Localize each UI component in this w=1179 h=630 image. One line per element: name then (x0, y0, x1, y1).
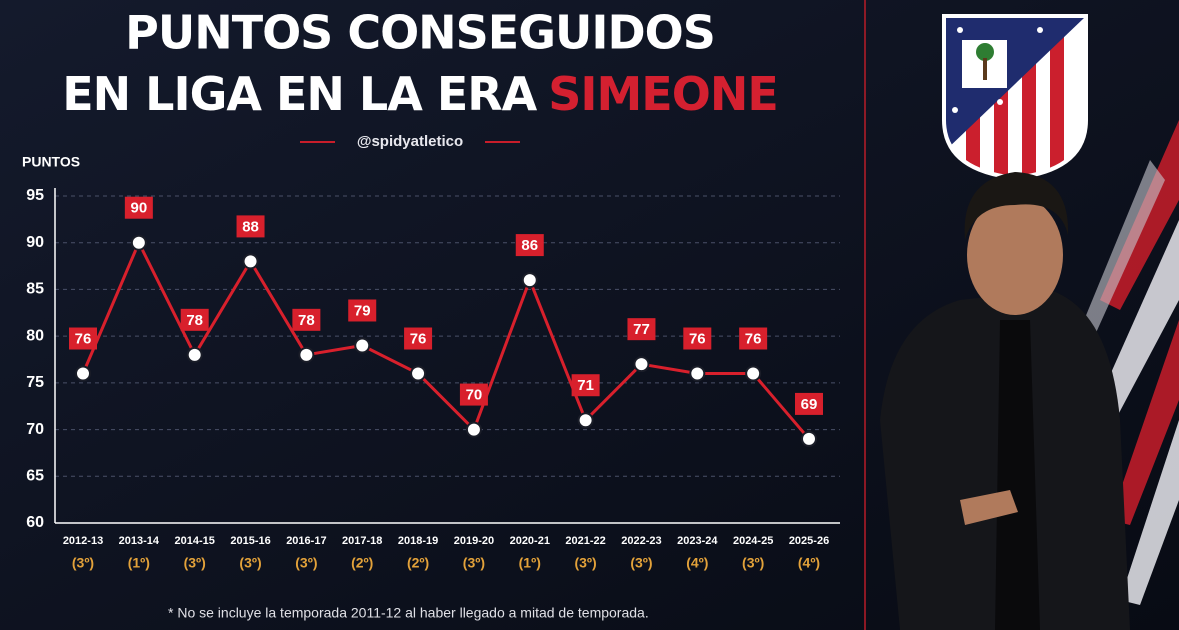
data-point (801, 430, 817, 447)
y-tick-label: 80 (26, 327, 44, 344)
data-point (577, 412, 594, 429)
rank-label: (4º) (686, 555, 708, 571)
y-tick-label: 70 (26, 421, 44, 438)
rank-label: (3º) (742, 555, 764, 571)
x-tick-label: 2023-24 (677, 535, 718, 547)
value-label: 79 (354, 302, 371, 319)
data-point (465, 421, 482, 438)
x-tick-label: 2020-21 (510, 535, 550, 547)
y-tick-label: 95 (26, 187, 44, 204)
data-point (410, 365, 427, 382)
x-tick-label: 2012-13 (63, 535, 103, 547)
x-tick-label: 2013-14 (119, 535, 160, 547)
value-label: 90 (131, 200, 148, 217)
data-point (75, 365, 91, 382)
coach-figure (880, 172, 1130, 630)
club-crest (942, 14, 1088, 180)
title-highlight: SIMEONE (548, 67, 777, 121)
value-label-box (795, 392, 823, 415)
y-tick-label: 60 (26, 514, 44, 531)
x-tick-label: 2014-15 (175, 535, 215, 547)
title-line-2: EN LIGA EN LA ERA SIMEONE (62, 67, 778, 121)
value-label: 76 (410, 330, 427, 347)
decor-streaks (1080, 120, 1179, 605)
value-label: 78 (186, 312, 203, 329)
value-label-box (683, 327, 712, 350)
value-label: 70 (466, 387, 483, 404)
y-tick-label: 65 (26, 468, 44, 485)
rank-label: (3º) (463, 555, 485, 571)
data-point (186, 346, 203, 363)
author-handle: @spidyatletico (357, 133, 463, 150)
value-label-box (404, 327, 433, 350)
title-line-1: PUNTOS CONSEGUIDOS (125, 6, 715, 60)
x-tick-label: 2019-20 (454, 535, 494, 547)
rank-label: (2º) (407, 555, 429, 571)
x-tick-label: 2024-25 (733, 535, 773, 547)
value-label-box (571, 374, 600, 397)
value-label: 86 (521, 237, 538, 254)
value-label-box (69, 327, 97, 350)
value-label: 88 (242, 218, 259, 235)
data-point (689, 365, 706, 382)
value-label-box (236, 215, 265, 238)
data-point (745, 365, 762, 382)
x-tick-label: 2022-23 (621, 535, 661, 547)
value-label-box (739, 327, 768, 350)
value-label: 76 (689, 330, 706, 347)
value-label: 76 (75, 330, 92, 347)
data-point (633, 356, 650, 373)
data-point (298, 346, 315, 363)
value-label-box (292, 308, 321, 331)
y-tick-label: 90 (26, 234, 44, 251)
rank-label: (3º) (184, 555, 206, 571)
rank-label: (1º) (519, 555, 541, 571)
value-label: 77 (633, 321, 650, 338)
rank-label: (3º) (295, 555, 317, 571)
y-tick-label: 85 (26, 281, 44, 298)
x-tick-label: 2025-26 (789, 535, 829, 547)
rank-label: (3º) (239, 555, 261, 571)
x-tick-label: 2015-16 (230, 535, 270, 547)
data-point (521, 272, 538, 289)
rank-label: (2º) (351, 555, 373, 571)
value-label: 76 (745, 330, 762, 347)
data-point (242, 253, 259, 270)
x-tick-label: 2017-18 (342, 535, 382, 547)
value-label: 78 (298, 312, 315, 329)
value-label: 71 (577, 377, 594, 394)
value-label-box (515, 234, 544, 257)
value-label-box (627, 318, 656, 341)
value-label-box (180, 308, 209, 331)
value-label-box (459, 383, 488, 406)
y-axis-label: PUNTOS (22, 154, 80, 170)
title-text: EN LIGA EN LA ERA (62, 67, 537, 121)
rank-label: (4º) (798, 555, 820, 571)
data-point (354, 337, 371, 354)
value-label-box (348, 299, 377, 322)
y-tick-label: 75 (26, 374, 44, 391)
value-label-box (124, 196, 153, 219)
value-label: 69 (801, 396, 818, 413)
rank-label: (3º) (72, 555, 94, 571)
x-tick-label: 2021-22 (565, 535, 605, 547)
data-point (130, 234, 147, 251)
rank-label: (3º) (574, 555, 596, 571)
rank-label: (1º) (128, 555, 150, 571)
footnote: * No se incluye la temporada 2011-12 al … (168, 605, 649, 621)
x-tick-label: 2016-17 (286, 535, 326, 547)
data-line (81, 241, 811, 440)
rank-label: (3º) (630, 555, 652, 571)
x-tick-label: 2018-19 (398, 535, 438, 547)
